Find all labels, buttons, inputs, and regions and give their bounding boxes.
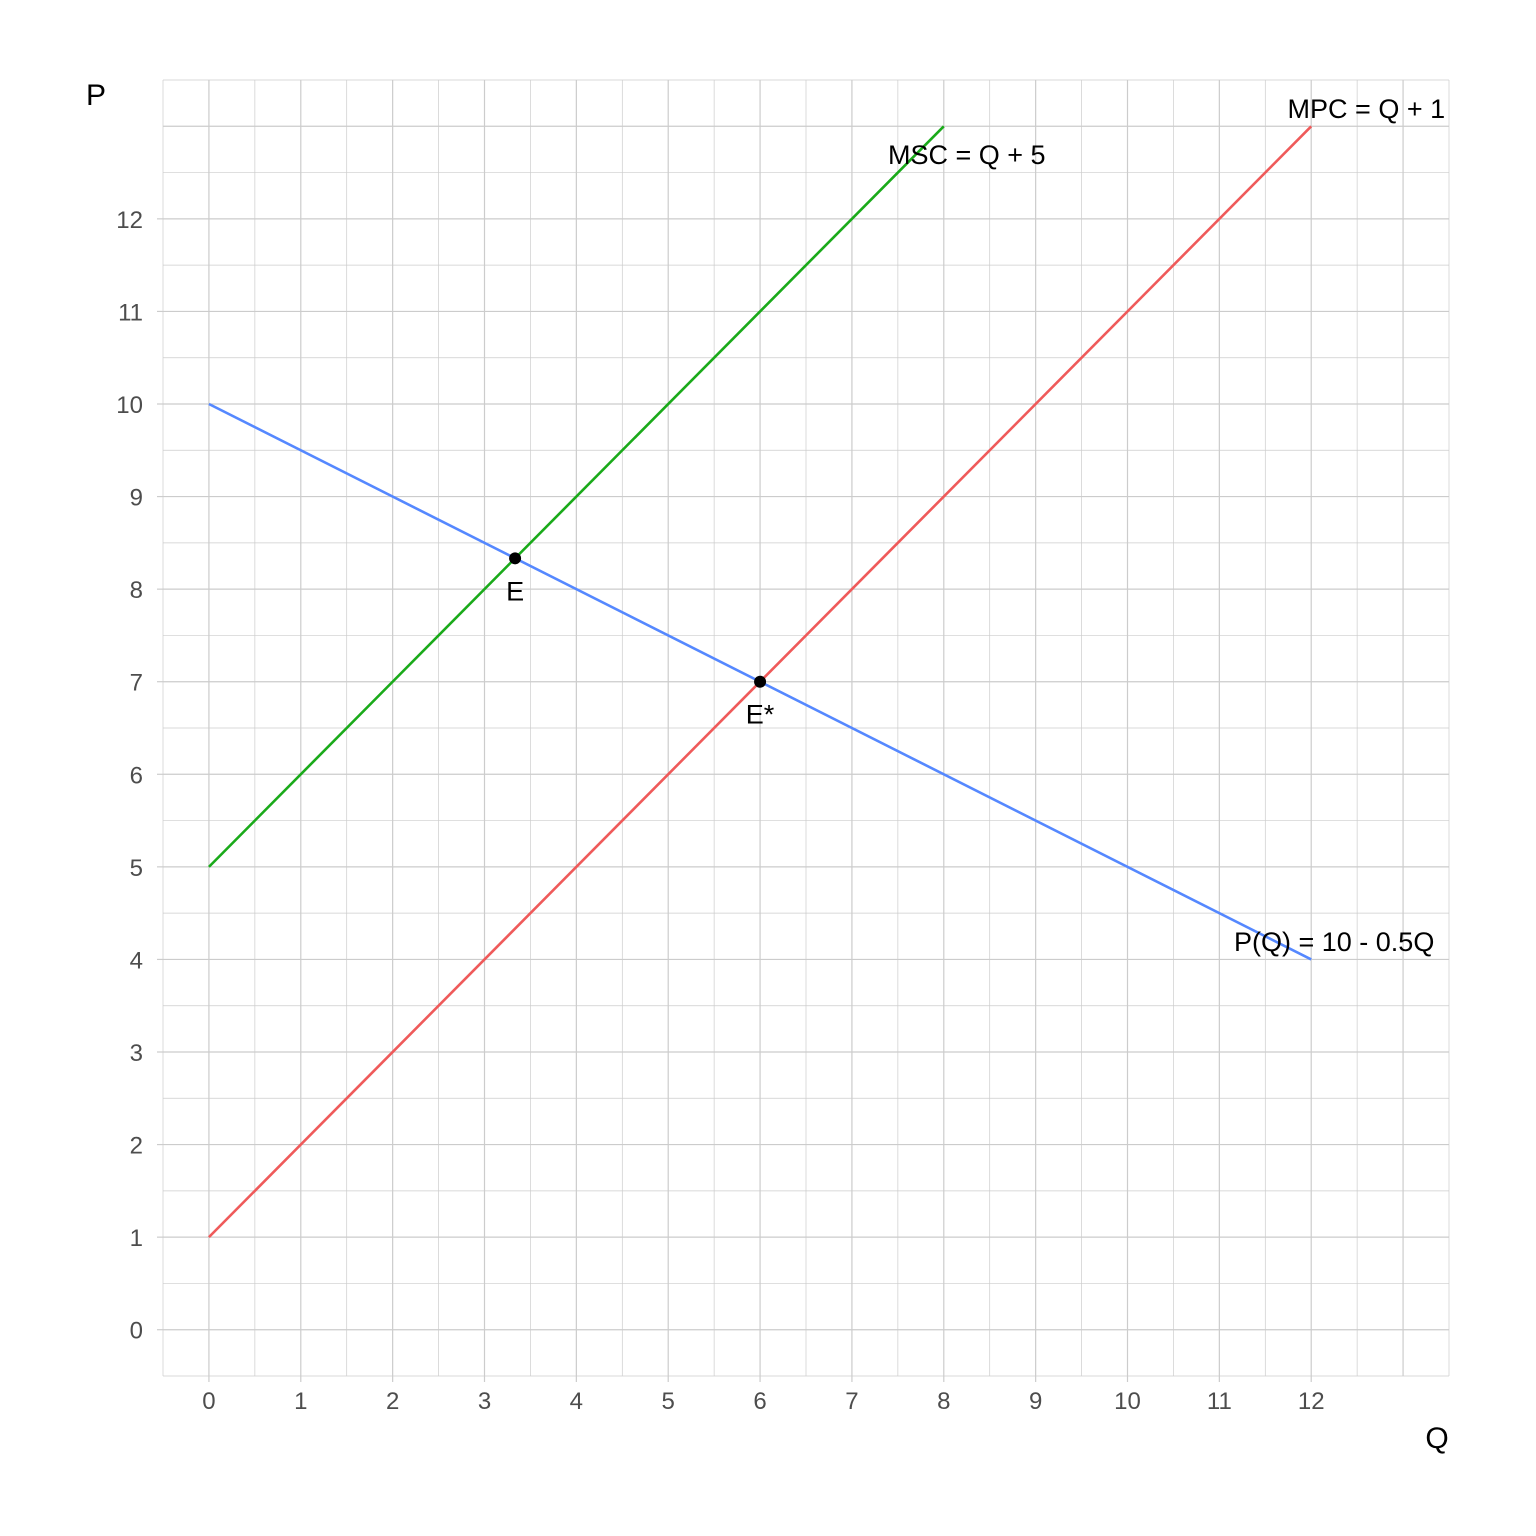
y-tick-label: 5 — [130, 855, 143, 882]
x-tick-label: 9 — [1029, 1388, 1042, 1415]
y-tick-label: 12 — [116, 207, 143, 234]
series-line-1 — [208, 125, 945, 868]
series-label-0: MPC = Q + 1 — [1288, 94, 1446, 124]
point-marker-1 — [754, 675, 767, 688]
x-axis-label: Q — [1425, 1422, 1448, 1455]
y-tick-label: 11 — [118, 299, 143, 326]
x-tick-labels: 0 1 2 3 4 5 6 7 8 9 10 11 12 — [202, 1376, 1325, 1415]
x-tick-label: 1 — [294, 1388, 307, 1415]
x-tick-label: 7 — [845, 1388, 858, 1415]
x-tick-label: 2 — [386, 1388, 399, 1415]
y-tick-label: 2 — [130, 1133, 143, 1160]
y-tick-label: 9 — [130, 485, 143, 512]
x-tick-label: 8 — [937, 1388, 950, 1415]
point-label-1: E* — [746, 700, 775, 730]
x-tick-label: 4 — [570, 1388, 583, 1415]
y-tick-label: 8 — [130, 577, 143, 604]
y-axis-label: P — [86, 79, 106, 112]
x-tick-label: 3 — [478, 1388, 491, 1415]
y-tick-label: 3 — [130, 1040, 143, 1067]
y-tick-label: 6 — [130, 762, 143, 789]
equilibrium-points: E E* — [506, 552, 775, 730]
y-tick-label: 1 — [130, 1225, 143, 1252]
series-labels: MPC = Q + 1 MSC = Q + 5 P(Q) = 10 - 0.5Q — [888, 94, 1445, 957]
x-tick-label: 10 — [1114, 1388, 1141, 1415]
grid — [162, 79, 1450, 1377]
series-label-2: P(Q) = 10 - 0.5Q — [1234, 927, 1434, 957]
y-tick-label: 0 — [130, 1318, 143, 1345]
y-tick-label: 7 — [130, 670, 143, 697]
series-label-1: MSC = Q + 5 — [888, 140, 1046, 170]
point-marker-0 — [509, 552, 522, 565]
x-tick-label: 0 — [202, 1388, 215, 1415]
y-tick-label: 10 — [116, 392, 143, 419]
x-tick-label: 6 — [753, 1388, 766, 1415]
x-tick-label: 5 — [662, 1388, 675, 1415]
x-tick-label: 12 — [1298, 1388, 1325, 1415]
x-tick-label: 11 — [1207, 1388, 1232, 1415]
y-tick-label: 4 — [130, 947, 143, 974]
point-label-0: E — [506, 576, 524, 606]
